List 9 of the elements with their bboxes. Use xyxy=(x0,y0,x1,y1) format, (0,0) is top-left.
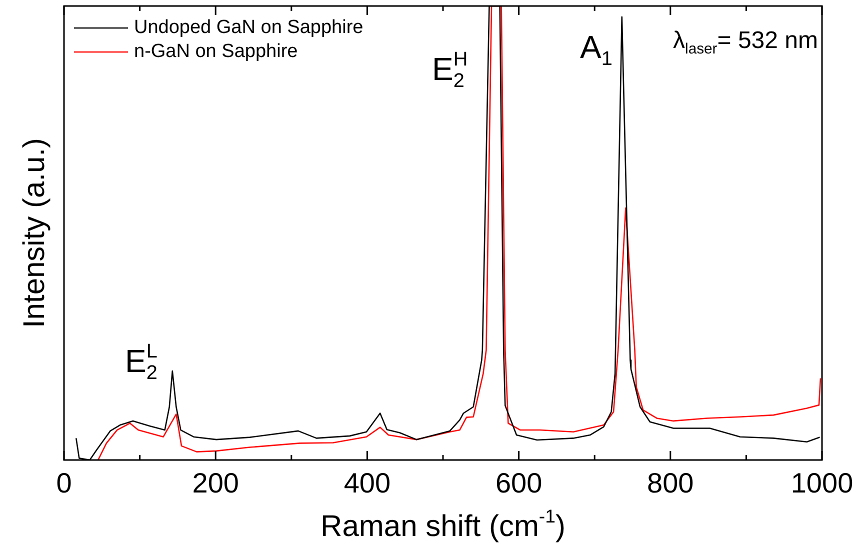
x-tick-label: 1000 xyxy=(790,468,854,499)
legend-label: n-GaN on Sapphire xyxy=(134,41,298,62)
x-tick-label: 400 xyxy=(344,468,391,499)
x-tick-label: 0 xyxy=(56,468,72,499)
y-axis-title: Intensity (a.u.) xyxy=(18,138,51,328)
legend-label: Undoped GaN on Sapphire xyxy=(134,17,364,38)
x-tick-label: 200 xyxy=(192,468,239,499)
x-tick-label: 800 xyxy=(647,468,694,499)
x-tick-label: 600 xyxy=(495,468,542,499)
